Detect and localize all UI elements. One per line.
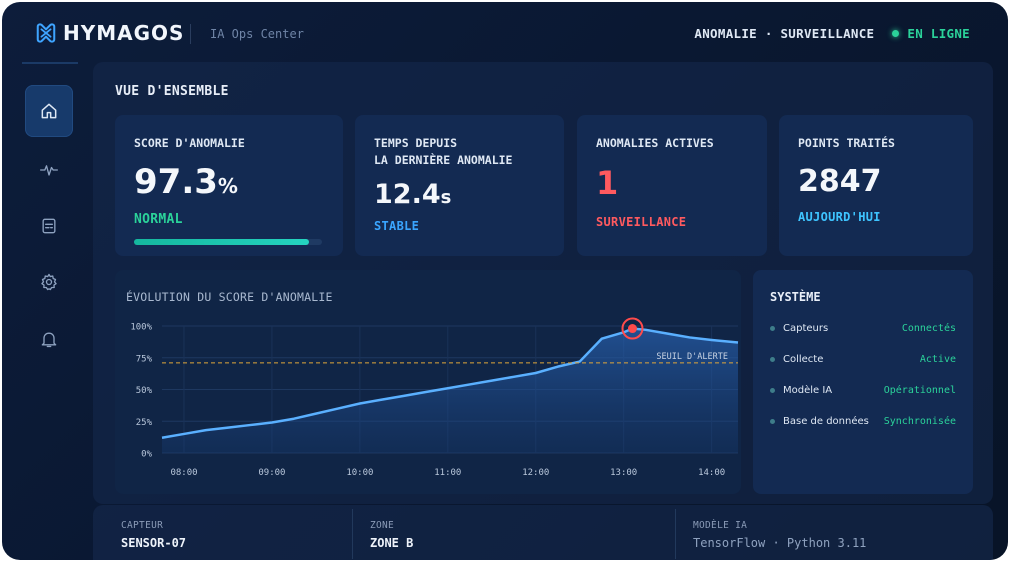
device-info-bar: CAPTEUR SENSOR-07 ZONE ZONE B MODÈLE IA … [93, 505, 993, 560]
home-icon [41, 103, 57, 119]
x-tick-label: 11:00 [434, 468, 461, 478]
top-bar: HYMAGOS IA Ops Center ANOMALIE · SURVEIL… [2, 2, 1008, 64]
system-row: Capteurs Connectés [770, 321, 956, 335]
system-row-label: Capteurs [783, 322, 829, 334]
system-row-label: Modèle IA [783, 384, 833, 396]
system-row: Base de données Synchronisée [770, 414, 956, 428]
y-tick-label: 50% [136, 386, 153, 396]
x-tick-label: 09:00 [258, 468, 285, 478]
sensor-value: SENSOR-07 [121, 536, 187, 550]
sidebar-item-activity[interactable] [25, 144, 73, 196]
system-title: SYSTÈME [770, 290, 821, 304]
sidebar-divider [22, 62, 78, 64]
zone-value: ZONE B [370, 536, 414, 550]
processed-points-card: POINTS TRAITÉS 2847 AUJOURD'HUI [779, 115, 973, 256]
system-row-value: Active [919, 353, 956, 365]
time-since-status: STABLE [374, 219, 420, 233]
progress-fill [134, 239, 309, 245]
anomaly-score-card: SCORE D'ANOMALIE 97.3% NORMAL [115, 115, 343, 256]
anomaly-status: NORMAL [134, 212, 183, 227]
bell-icon [41, 332, 57, 348]
zone-info: ZONE ZONE B [370, 505, 660, 560]
card-label: POINTS TRAITÉS [798, 136, 895, 150]
y-tick-label: 0% [141, 450, 152, 460]
card-label: TEMPS DEPUIS LA DERNIÈRE ANOMALIE [374, 135, 512, 169]
zone-label: ZONE [370, 520, 395, 531]
anomaly-marker-ring [621, 317, 644, 340]
model-value: TensorFlow · Python 3.11 [693, 536, 867, 550]
sensor-label: CAPTEUR [121, 520, 164, 531]
active-anomalies-value: 1 [596, 164, 619, 202]
system-row-label: Collecte [783, 353, 824, 365]
anomaly-score-unit: % [217, 174, 238, 198]
y-tick-label: 25% [136, 418, 153, 428]
processed-points-value: 2847 [798, 164, 882, 199]
x-tick-label: 12:00 [522, 468, 549, 478]
system-row-label: Base de données [783, 415, 869, 427]
status-dot-icon [770, 325, 775, 331]
x-tick-label: 08:00 [170, 468, 197, 478]
anomaly-score-chart[interactable]: 100% 75% 50% 25% 0% 08:00 09:00 10:00 11:00 12:00… [115, 270, 741, 494]
online-indicator-icon [892, 30, 900, 37]
y-tick-label: 100% [130, 323, 152, 333]
header-nav-links[interactable]: ANOMALIE · SURVEILLANCE [694, 26, 875, 41]
sidebar-item-notifications[interactable] [25, 313, 73, 365]
system-row-value: Connectés [901, 322, 956, 334]
footer-divider [675, 509, 676, 559]
model-label: MODÈLE IA [693, 520, 748, 531]
overview-panel: VUE D'ENSEMBLE SCORE D'ANOMALIE 97.3% NO… [93, 62, 993, 504]
header-divider [190, 24, 191, 44]
anomaly-score-progress [134, 239, 322, 245]
status-dot-icon [770, 418, 775, 424]
system-row-value: Synchronisée [883, 415, 956, 427]
threshold-label: SEUIL D'ALERTE [656, 352, 728, 362]
status-dot-icon [770, 356, 775, 362]
sensor-info: CAPTEUR SENSOR-07 [121, 505, 351, 560]
anomaly-chart-panel: ÉVOLUTION DU SCORE D'ANOMALIE 100% 75% 50%… [115, 270, 741, 494]
brand-name: HYMAGOS [63, 21, 185, 45]
y-tick-label: 75% [136, 354, 153, 364]
card-label-line1: TEMPS DEPUIS [374, 136, 458, 150]
logo-icon [36, 23, 56, 43]
active-anomalies-status: SURVEILLANCE [596, 215, 687, 229]
anomaly-marker-point [627, 324, 637, 334]
app-name: IA Ops Center [210, 27, 304, 41]
card-label-line2: LA DERNIÈRE ANOMALIE [374, 153, 513, 167]
system-row: Collecte Active [770, 352, 956, 366]
sidebar [22, 62, 78, 532]
x-tick-label: 14:00 [698, 468, 725, 478]
anomaly-score-value: 97.3 [134, 162, 218, 202]
system-row-value: Opérationnel [883, 384, 956, 396]
card-value: 97.3% [134, 162, 238, 202]
sidebar-item-settings[interactable] [25, 256, 73, 308]
system-row: Modèle IA Opérationnel [770, 383, 956, 397]
processed-points-status: AUJOURD'HUI [798, 210, 881, 224]
card-label: SCORE D'ANOMALIE [134, 136, 245, 150]
time-since-card: TEMPS DEPUIS LA DERNIÈRE ANOMALIE 12.4s … [355, 115, 564, 256]
system-panel: SYSTÈME Capteurs Connectés Collecte Acti… [753, 270, 973, 494]
online-status: EN LIGNE [907, 26, 970, 41]
x-tick-label: 13:00 [610, 468, 637, 478]
x-tick-label: 10:00 [346, 468, 373, 478]
brand-logo[interactable]: HYMAGOS [35, 21, 184, 45]
model-info: MODÈLE IA TensorFlow · Python 3.11 [693, 505, 973, 560]
gear-icon [41, 273, 57, 291]
time-since-unit: s [440, 187, 452, 208]
series-line [161, 327, 739, 439]
status-dot-icon [770, 387, 775, 393]
sidebar-item-home[interactable] [25, 85, 73, 137]
report-icon [42, 218, 56, 234]
chart-title: ÉVOLUTION DU SCORE D'ANOMALIE [126, 290, 333, 304]
card-label: ANOMALIES ACTIVES [596, 136, 714, 150]
card-value: 12.4s [374, 179, 451, 210]
series-area [162, 328, 738, 453]
section-title: VUE D'ENSEMBLE [115, 84, 229, 99]
sidebar-item-reports[interactable] [25, 200, 73, 252]
header-status-area: ANOMALIE · SURVEILLANCE EN LIGNE [694, 26, 970, 41]
active-anomalies-card: ANOMALIES ACTIVES 1 SURVEILLANCE [577, 115, 767, 256]
footer-divider [352, 509, 353, 559]
time-since-value: 12.4 [374, 179, 441, 210]
pulse-icon [40, 165, 58, 176]
